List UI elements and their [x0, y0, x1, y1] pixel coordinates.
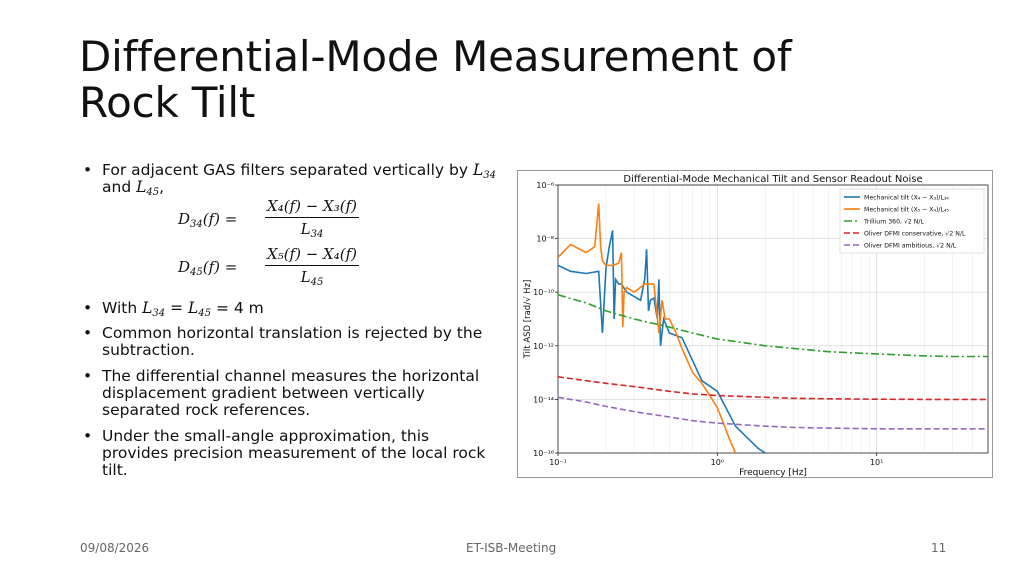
plot-area-frame [557, 184, 989, 454]
equation-d34-denominator: L34 [300, 220, 324, 240]
bullet-1-end: , [159, 178, 165, 196]
bullet-glyph: • [83, 161, 93, 179]
y-tick-label: 10⁻¹⁰ [533, 288, 554, 297]
slide-title: Differential-Mode Measurement of Rock Ti… [79, 34, 899, 126]
y-tick-label: 10⁻¹⁴ [533, 395, 554, 404]
legend-label-3: Trillium 360, √2 N/L [863, 219, 925, 226]
slide-title-line2: Rock Tilt [79, 78, 256, 127]
footer-date: 09/08/2026 [80, 541, 150, 555]
bullet-item-3: • Common horizontal translation is rejec… [83, 324, 483, 359]
legend-label-5: Oliver DFMI ambitious, √2 N/L [864, 243, 957, 250]
series-line-3 [558, 294, 988, 358]
equation-d45-numerator: X₅(f) − X₄(f) [265, 246, 359, 266]
bullet-item-5: • Under the small-angle approximation, t… [83, 427, 486, 479]
legend-label-2: Mechanical tilt (X₅ − X₄)/L₄₅ [864, 207, 949, 214]
y-tick-label: 10⁻¹⁶ [533, 449, 554, 458]
y-axis-label: Tilt ASD [rad/√ Hz] [523, 280, 533, 360]
bullet-5-text: Under the small-angle approximation, thi… [102, 427, 486, 479]
bullet-1-L34: L34 [472, 161, 496, 181]
tilt-asd-chart: Differential-Mode Mechanical Tilt and Se… [523, 174, 989, 478]
bullet-item-1: • For adjacent GAS filters separated ver… [80, 161, 500, 198]
bullet-item-2: • With L34 = L45 = 4 m [83, 299, 264, 319]
bullet-3-text: Common horizontal translation is rejecte… [102, 324, 483, 359]
bullet-1-and: and [102, 178, 137, 196]
x-tick-label: 10¹ [870, 458, 883, 467]
x-axis-label: Frequency [Hz] [739, 468, 807, 477]
bullet-item-4: • The differential channel measures the … [83, 367, 480, 419]
y-tick-label: 10⁻⁸ [536, 235, 554, 244]
chart-title: Differential-Mode Mechanical Tilt and Se… [623, 174, 922, 185]
bullet-1-L45: L45 [136, 178, 160, 198]
equation-d34-lhs: D34(f) = [178, 210, 238, 230]
footer-meeting: ET-ISB-Meeting [466, 541, 557, 555]
chart-legend [839, 188, 985, 254]
series-line-2 [558, 203, 737, 453]
legend-label-4: Oliver DFMI conservative, √2 N/L [864, 231, 966, 238]
series-line-5 [558, 396, 988, 430]
equation-d45-fraction: X₅(f) − X₄(f) L45 [265, 246, 359, 288]
bullet-list: • For adjacent GAS filters separated ver… [80, 162, 500, 479]
equation-d34: D34(f) = X₄(f) − X₃(f) L34 [80, 198, 500, 242]
slide-title-line1: Differential-Mode Measurement of [79, 32, 792, 81]
legend-label-1: Mechanical tilt (X₄ − X₃)/L₃₄ [864, 195, 949, 202]
bullet-2-value: = 4 m [211, 299, 264, 317]
equation-d45-denominator: L45 [300, 268, 324, 288]
x-tick-label: 10⁰ [711, 458, 724, 467]
bullet-2-math: L34 = L45 [142, 299, 212, 319]
y-tick-label: 10⁻⁶ [536, 181, 554, 190]
bullet-2-prefix: With [102, 299, 143, 317]
chart-figure: Differential-Mode Mechanical Tilt and Se… [517, 170, 993, 478]
bullet-1-text: For adjacent GAS filters separated verti… [102, 161, 469, 179]
series-line-1 [558, 230, 766, 453]
y-tick-label: 10⁻¹² [533, 342, 554, 351]
equation-d45-lhs: D45(f) = [178, 258, 238, 278]
series-line-4 [558, 376, 988, 401]
bullet-4-text: The differential channel measures the ho… [102, 367, 480, 419]
equation-d34-numerator: X₄(f) − X₃(f) [265, 198, 359, 218]
equation-d45: D45(f) = X₅(f) − X₄(f) L45 [80, 246, 500, 290]
equation-d34-fraction: X₄(f) − X₃(f) L34 [265, 198, 359, 240]
footer-page-number: 11 [931, 541, 947, 555]
x-tick-label: 10⁻¹ [549, 458, 567, 467]
